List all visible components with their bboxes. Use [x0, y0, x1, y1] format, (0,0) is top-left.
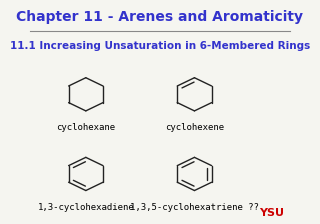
Text: cyclohexane: cyclohexane — [56, 123, 116, 132]
Text: 1,3-cyclohexadiene: 1,3-cyclohexadiene — [37, 203, 134, 212]
Text: 11.1 Increasing Unsaturation in 6-Membered Rings: 11.1 Increasing Unsaturation in 6-Member… — [10, 41, 310, 51]
Text: cyclohexene: cyclohexene — [165, 123, 224, 132]
Text: YSU: YSU — [260, 208, 284, 218]
Text: Chapter 11 - Arenes and Aromaticity: Chapter 11 - Arenes and Aromaticity — [17, 10, 303, 24]
Text: 1,3,5-cyclohexatriene ??: 1,3,5-cyclohexatriene ?? — [130, 203, 259, 212]
